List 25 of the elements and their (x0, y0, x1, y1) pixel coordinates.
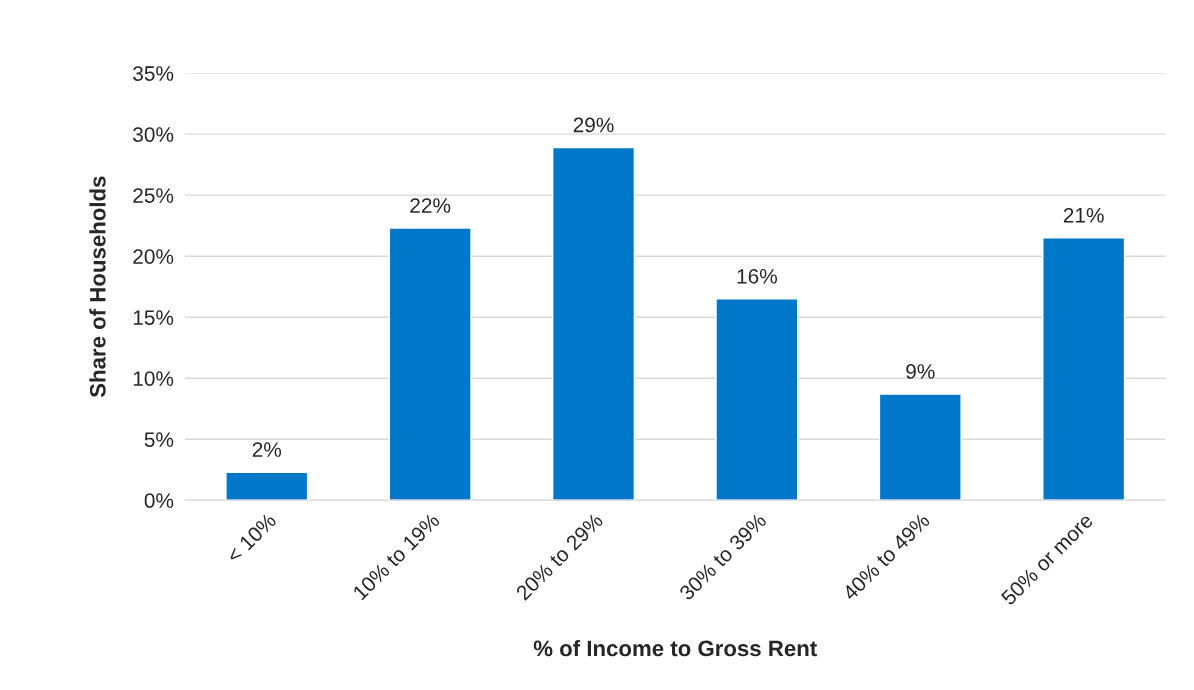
x-tick-label: < 10% (225, 512, 278, 564)
y-tick-label: 20% (133, 249, 174, 264)
y-tick-label: 0% (144, 493, 174, 508)
data-label: 9% (906, 364, 935, 379)
data-label: 2% (252, 442, 282, 457)
y-tick-label: 15% (133, 310, 174, 325)
y-tick-label: 25% (133, 188, 174, 203)
y-axis-title: Share of Households (89, 176, 106, 398)
bar (1042, 237, 1126, 501)
y-tick-label: 5% (144, 432, 174, 447)
data-label: 29% (573, 117, 614, 133)
x-tick-label: 40% to 49% (841, 512, 931, 602)
x-axis-title: % of Income to Gross Rent (533, 639, 817, 657)
y-tick-label: 10% (133, 371, 174, 386)
bar (388, 227, 472, 501)
y-tick-label: 35% (133, 66, 174, 81)
bar (551, 146, 636, 501)
data-label: 22% (410, 198, 451, 213)
bar (878, 393, 962, 501)
data-label: 21% (1063, 207, 1104, 223)
bar (715, 298, 799, 501)
data-label: 16% (737, 268, 777, 284)
x-tick-label: 30% to 39% (678, 512, 768, 602)
y-tick-label: 30% (133, 127, 174, 142)
bar (225, 471, 309, 501)
